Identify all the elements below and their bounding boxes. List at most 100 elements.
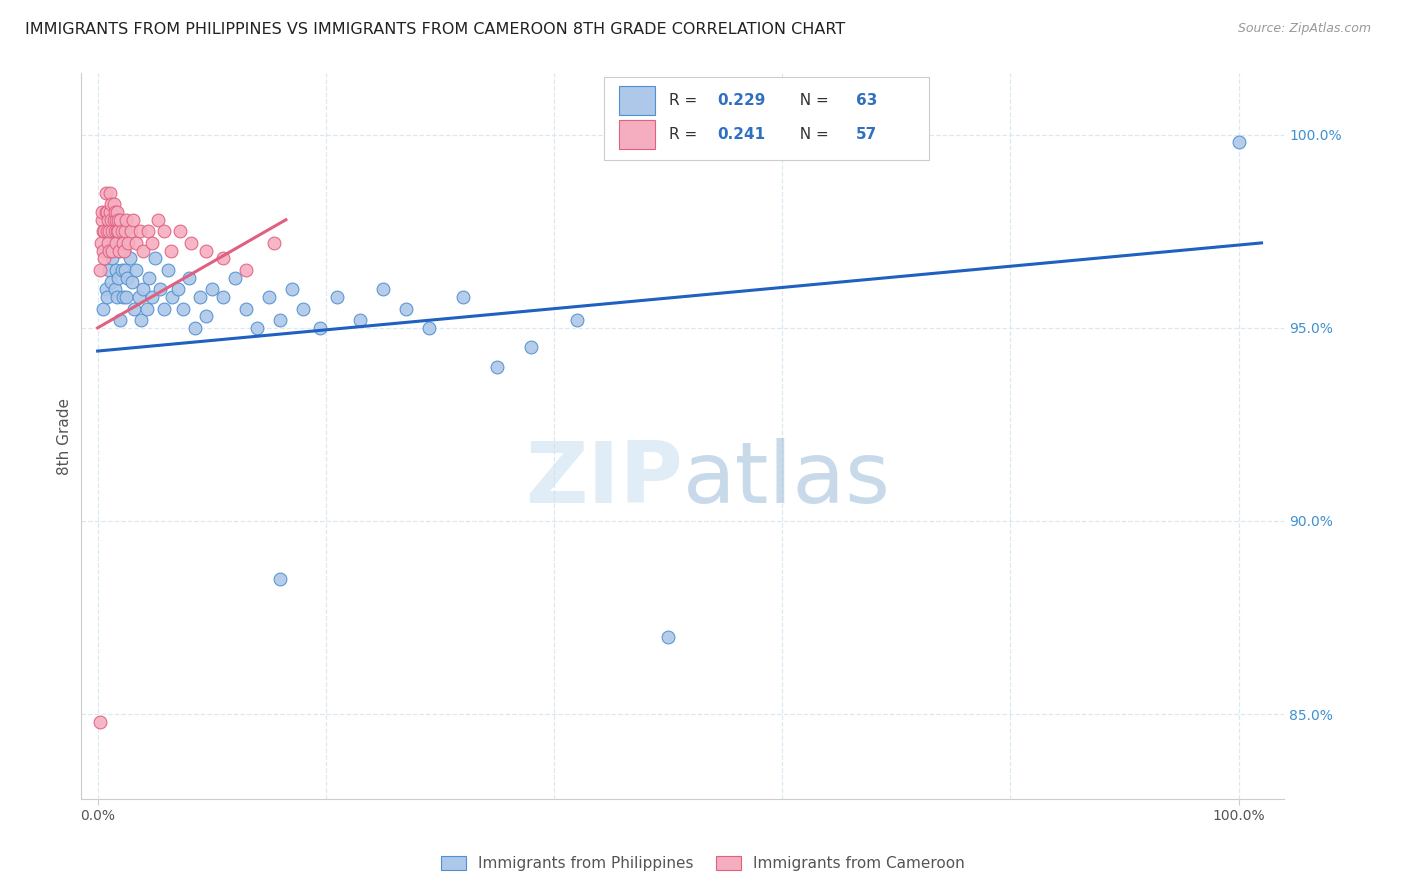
- Point: [98, 186, 121, 200]
- Text: Source: ZipAtlas.com: Source: ZipAtlas.com: [1237, 22, 1371, 36]
- Point: [107, 224, 129, 238]
- Point: [120, 224, 142, 238]
- Point: [132, 282, 155, 296]
- Point: [141, 290, 163, 304]
- Point: [146, 212, 169, 227]
- Point: [108, 244, 131, 258]
- Point: [94, 282, 117, 296]
- Text: IMMIGRANTS FROM PHILIPPINES VS IMMIGRANTS FROM CAMEROON 8TH GRADE CORRELATION CH: IMMIGRANTS FROM PHILIPPINES VS IMMIGRANT…: [25, 22, 845, 37]
- Point: [89, 263, 111, 277]
- Legend: Immigrants from Philippines, Immigrants from Cameroon: Immigrants from Philippines, Immigrants …: [434, 850, 972, 877]
- Point: [96, 224, 118, 238]
- Point: [257, 290, 280, 304]
- Point: [93, 224, 115, 238]
- Point: [224, 270, 246, 285]
- Point: [100, 275, 122, 289]
- Point: [98, 224, 121, 238]
- Point: [122, 212, 145, 227]
- Point: [280, 282, 302, 296]
- Point: [201, 282, 224, 296]
- Point: [101, 252, 124, 266]
- Point: [111, 235, 134, 250]
- Point: [125, 263, 148, 277]
- Point: [103, 235, 125, 250]
- Point: [269, 313, 291, 327]
- Point: [128, 224, 150, 238]
- Point: [118, 252, 141, 266]
- Text: N =: N =: [790, 128, 834, 142]
- Point: [97, 212, 120, 227]
- Point: [235, 263, 257, 277]
- Point: [166, 282, 188, 296]
- Point: [101, 244, 124, 258]
- Point: [111, 290, 134, 304]
- Point: [326, 290, 349, 304]
- Point: [371, 282, 394, 296]
- Point: [183, 321, 205, 335]
- Point: [159, 244, 181, 258]
- Point: [103, 212, 125, 227]
- Point: [89, 714, 111, 729]
- Point: [117, 270, 139, 285]
- Point: [520, 340, 543, 354]
- Point: [141, 235, 163, 250]
- Point: [104, 224, 127, 238]
- Bar: [619, 120, 655, 149]
- Point: [177, 270, 200, 285]
- Point: [1227, 136, 1250, 150]
- Point: [110, 224, 132, 238]
- Point: [188, 290, 211, 304]
- Point: [153, 301, 176, 316]
- Point: [105, 290, 128, 304]
- Point: [129, 313, 152, 327]
- Point: [107, 270, 129, 285]
- Point: [104, 263, 127, 277]
- Bar: [619, 86, 655, 115]
- Point: [104, 282, 127, 296]
- Point: [117, 235, 139, 250]
- Point: [212, 252, 235, 266]
- Point: [125, 235, 148, 250]
- Point: [114, 263, 136, 277]
- Point: [100, 197, 122, 211]
- Point: [269, 572, 291, 586]
- Point: [246, 321, 269, 335]
- Point: [115, 212, 138, 227]
- Point: [195, 310, 218, 324]
- Point: [90, 235, 112, 250]
- Point: [114, 224, 136, 238]
- Y-axis label: 8th Grade: 8th Grade: [58, 398, 72, 475]
- Point: [657, 630, 679, 644]
- Point: [108, 244, 131, 258]
- Point: [91, 244, 114, 258]
- Point: [98, 205, 121, 219]
- Point: [122, 301, 145, 316]
- Point: [98, 263, 121, 277]
- Point: [100, 212, 122, 227]
- Point: [160, 290, 183, 304]
- Point: [180, 235, 202, 250]
- Point: [105, 224, 128, 238]
- Point: [96, 290, 118, 304]
- Point: [172, 301, 194, 316]
- Point: [121, 275, 143, 289]
- Text: R =: R =: [669, 128, 702, 142]
- Point: [110, 263, 132, 277]
- Point: [565, 313, 588, 327]
- Point: [395, 301, 418, 316]
- Point: [235, 301, 257, 316]
- Point: [112, 244, 135, 258]
- Point: [98, 244, 121, 258]
- Text: 0.241: 0.241: [717, 128, 765, 142]
- Point: [94, 205, 117, 219]
- Point: [128, 290, 150, 304]
- Point: [263, 235, 285, 250]
- FancyBboxPatch shape: [605, 77, 929, 160]
- Point: [110, 212, 132, 227]
- Point: [91, 205, 114, 219]
- Point: [157, 263, 180, 277]
- Point: [107, 212, 129, 227]
- Point: [101, 224, 124, 238]
- Point: [451, 290, 474, 304]
- Point: [153, 224, 176, 238]
